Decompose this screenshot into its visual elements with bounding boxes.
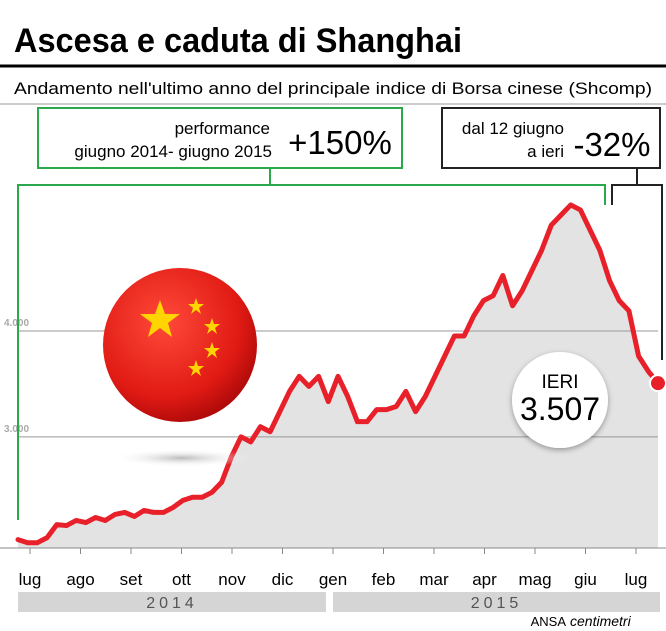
- annotation-text: performance: [175, 119, 270, 138]
- annotation-text: a ieri: [527, 142, 564, 161]
- x-tick-label: nov: [218, 570, 246, 589]
- year-label: 2014: [146, 595, 198, 612]
- x-tick-label: gen: [319, 570, 347, 589]
- x-tick-label: ago: [66, 570, 94, 589]
- x-tick-label: dic: [272, 570, 294, 589]
- x-tick-label: feb: [372, 570, 396, 589]
- ball-shadow: [112, 449, 252, 467]
- annotation-text: giugno 2014- giugno 2015: [74, 142, 272, 161]
- annotation-value: +150%: [288, 124, 392, 161]
- x-tick-label: lug: [19, 570, 42, 589]
- source: ANSA: [531, 614, 567, 629]
- y-tick-label: 3.000: [4, 424, 29, 435]
- x-tick-label: lug: [625, 570, 648, 589]
- x-tick-label: set: [120, 570, 143, 589]
- callout-value: 3.507: [520, 391, 600, 427]
- title: Ascesa e caduta di Shanghai: [14, 22, 462, 60]
- x-tick-label: giu: [574, 570, 597, 589]
- y-tick-label: 4.000: [4, 318, 29, 329]
- x-tick-label: apr: [472, 570, 497, 589]
- last-callout: IERI 3.507: [512, 352, 608, 448]
- last-point: [650, 375, 666, 391]
- subtitle: Andamento nell'ultimo anno del principal…: [14, 79, 652, 98]
- annotation-text: dal 12 giugno: [462, 119, 564, 138]
- infographic: Ascesa e caduta di Shanghai Andamento ne…: [0, 0, 666, 631]
- annotation-value: -32%: [573, 126, 650, 163]
- x-tick-label: mar: [419, 570, 449, 589]
- x-tick-label: mag: [518, 570, 551, 589]
- brand: centimetri: [570, 613, 632, 629]
- ball: [103, 268, 257, 422]
- x-tick-label: ott: [172, 570, 191, 589]
- year-label: 2015: [471, 595, 523, 612]
- callout-label: IERI: [542, 372, 579, 393]
